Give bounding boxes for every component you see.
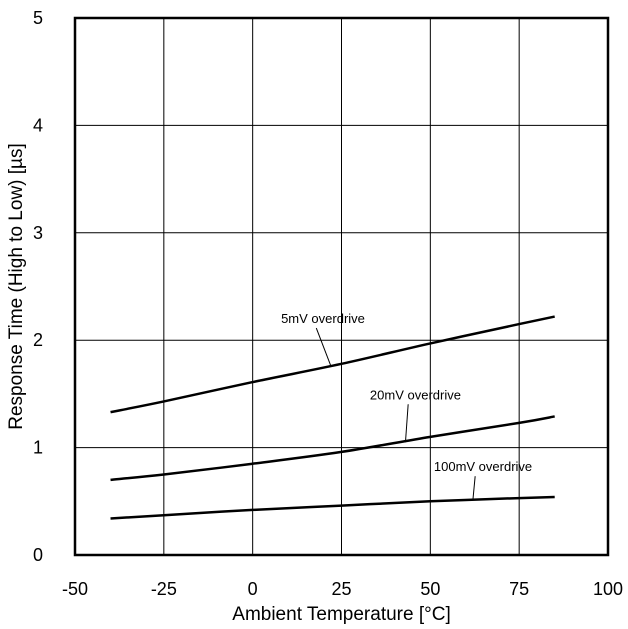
annotation-leader-line — [404, 404, 409, 443]
series-annotation: 5mV overdrive — [281, 311, 365, 326]
series-layer — [110, 315, 555, 520]
y-tick-label: 3 — [33, 223, 43, 243]
x-tick-label: 100 — [593, 579, 623, 599]
x-tick-label: 0 — [248, 579, 258, 599]
y-axis-title: Response Time (High to Low) [µs] — [6, 143, 27, 430]
x-tick-label: -50 — [62, 579, 88, 599]
annotation-leader-line — [315, 327, 332, 367]
x-axis-title: Ambient Temperature [°C] — [232, 604, 450, 625]
x-tick-label: 50 — [420, 579, 440, 599]
series-annotation: 100mV overdrive — [434, 459, 532, 474]
series-line-3 — [110, 495, 555, 520]
x-tick-labels: -50 -25 0 25 50 75 100 — [62, 579, 623, 599]
y-tick-label: 2 — [33, 330, 43, 350]
series-line-1 — [110, 315, 555, 414]
series-annotation: 20mV overdrive — [370, 387, 461, 402]
plot-frame — [73, 16, 610, 557]
series-line-2 — [110, 415, 555, 482]
y-tick-label: 4 — [33, 115, 43, 135]
y-tick-label: 1 — [33, 438, 43, 458]
y-tick-labels: 0 1 2 3 4 5 — [33, 8, 43, 565]
x-tick-label: 75 — [509, 579, 529, 599]
x-tick-label: -25 — [151, 579, 177, 599]
x-tick-label: 25 — [331, 579, 351, 599]
annotation-leader-line — [472, 476, 476, 500]
annotations: 5mV overdrive 20mV overdrive 100mV overdri… — [281, 311, 532, 500]
y-tick-label: 0 — [33, 545, 43, 565]
y-tick-label: 5 — [33, 8, 43, 28]
grid — [75, 18, 608, 555]
